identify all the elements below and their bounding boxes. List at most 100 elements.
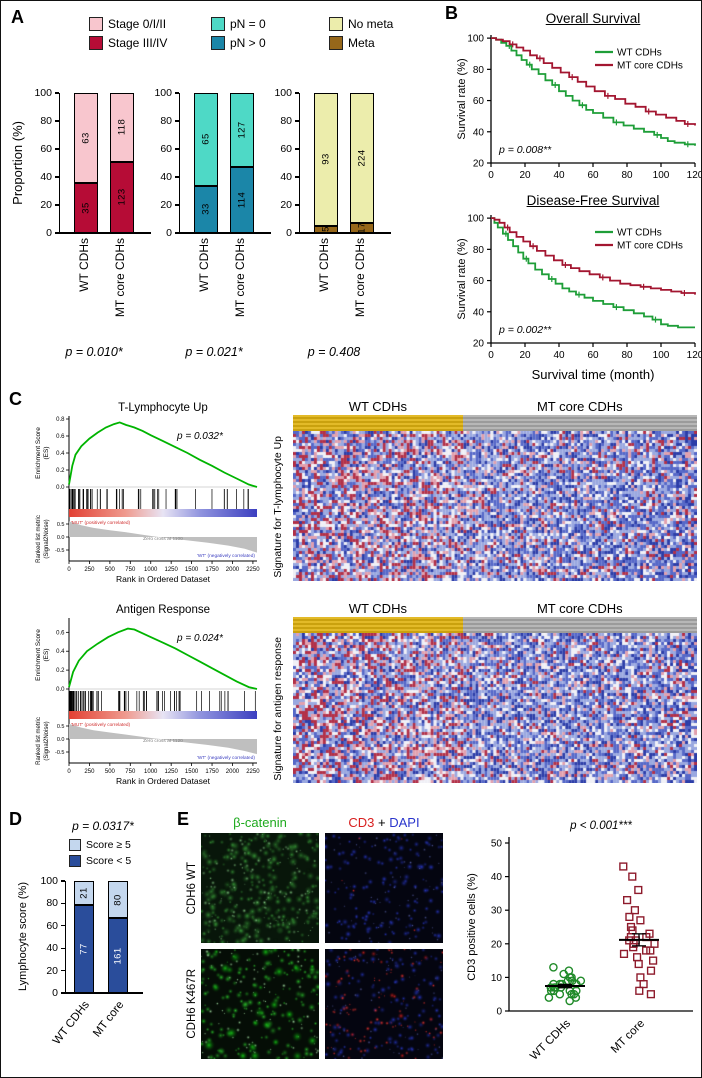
metric-axis-title: Ranked list metric	[36, 515, 42, 563]
wt-group-title: WT CDHs	[348, 399, 407, 414]
y-tick-label: 60	[280, 143, 292, 155]
y-tick-mark	[55, 204, 59, 206]
legend-entry: Stage III/IV	[89, 36, 167, 50]
y-tick-label: 60	[473, 96, 485, 107]
x-tick-label: 80	[621, 350, 633, 361]
es-tick-label: 0.4	[56, 451, 65, 457]
y-tick-mark	[295, 232, 299, 234]
legend-entry: Meta	[329, 36, 393, 50]
heatmap-antigen: WT CDHs MT core CDHs	[293, 601, 697, 785]
metric-tick-label: 0.0	[57, 535, 65, 541]
data-point	[646, 990, 656, 999]
cd3dapi-wt-image	[325, 833, 443, 943]
bar: 33 65	[194, 93, 218, 233]
panel-c-label: C	[9, 389, 22, 409]
antigen-signature-label: Signature for antigen response	[272, 637, 285, 781]
legend-score: Score ≥ 5 Score < 5	[69, 839, 131, 867]
category-label: MT core	[91, 999, 127, 1040]
bar-segment: 35	[74, 183, 98, 233]
y-tick-mark	[175, 120, 179, 122]
rank-tick-label: 1750	[205, 567, 219, 573]
y-tick-label: 100	[274, 87, 292, 99]
wt-header-band	[293, 617, 463, 633]
dfs-title: Disease-Free Survival	[526, 193, 660, 208]
stage-pvalue: p = 0.010*	[65, 345, 123, 359]
heatmap-group-titles: WT CDHs MT core CDHs	[293, 601, 697, 617]
bar-segment: 63	[74, 93, 98, 183]
heatmap-header-band	[293, 415, 697, 431]
data-point	[646, 966, 656, 975]
data-point	[619, 949, 629, 959]
x-tick-label: 20	[519, 350, 531, 361]
bar-segment: 93	[314, 93, 338, 226]
y-tick-label: 20	[160, 199, 172, 211]
segment-value: 33	[200, 203, 212, 216]
legend-pn: pN = 0 pN > 0	[211, 17, 266, 50]
y-axis-title: CD3 positive cells (%)	[466, 873, 478, 981]
category-label: WT CDHs	[197, 238, 211, 292]
mt-header-band	[462, 617, 697, 633]
segment-value: 80	[112, 893, 124, 906]
x-axis-line	[65, 992, 143, 994]
legend-label: pN = 0	[230, 17, 266, 31]
panel-b-label: B	[445, 3, 458, 23]
y-tick-mark	[295, 148, 299, 150]
legend-swatch	[69, 855, 81, 867]
bar-segment: 161	[108, 918, 128, 993]
rank-tick-label: 500	[105, 567, 116, 573]
legend-entry: No meta	[329, 17, 393, 31]
es-axis-title: Enrichment Score	[35, 427, 42, 479]
cd3-dapi-title: CD3 + DAPI	[325, 815, 443, 830]
metric-tick-label: 0.0	[57, 737, 65, 743]
pn-bar-chart: 33 65 114 127 0 20 40 60 80 100 WT CDHs MT core CDH…	[149, 81, 279, 341]
x-tick-label: 100	[653, 170, 670, 181]
survival-curve	[491, 217, 696, 295]
y-tick-label: 60	[473, 276, 485, 287]
bar-segment: 77	[74, 905, 94, 993]
y-tick-mark	[61, 880, 65, 882]
y-tick-label: 20	[46, 964, 58, 977]
wt-header-band	[293, 415, 463, 431]
zero-cross-label: Zero cross at 1120	[143, 738, 183, 744]
y-tick-label: 40	[40, 171, 52, 183]
bcatenin-wt-image	[201, 833, 319, 943]
legend-swatch	[211, 17, 225, 31]
row-label-cdh6wt-wrap: CDH6 WT	[185, 833, 199, 943]
legend-label: WT CDHs	[617, 48, 662, 59]
heatmap-header-band	[293, 617, 697, 633]
panel-a-label: A	[11, 7, 24, 27]
y-tick-label: 30	[491, 906, 503, 917]
segment-value: 127	[236, 121, 248, 139]
y-tick-label: 20	[473, 159, 485, 170]
legend-swatch	[211, 36, 225, 50]
rank-tick-label: 1750	[205, 769, 219, 775]
x-tick-label: 60	[587, 170, 599, 181]
heatmap-tlymphocyte: WT CDHs MT core CDHs	[293, 399, 697, 583]
rank-tick-label: 2250	[246, 567, 260, 573]
legend-swatch	[329, 17, 343, 31]
es-tick-label: 0.6	[56, 434, 65, 440]
axes	[508, 837, 693, 1012]
enrichment-curve	[68, 421, 258, 488]
y-tick-label: 40	[473, 307, 485, 318]
x-tick-label: 100	[653, 350, 670, 361]
antigen-signature-label-wrap: Signature for antigen response	[271, 633, 287, 785]
legend-swatch	[329, 36, 343, 50]
y-tick-mark	[295, 176, 299, 178]
survival-time-label: Survival time (month)	[531, 367, 655, 382]
zero-cross-label: Zero cross at 1100	[143, 536, 183, 542]
bar-plot-area: 77 21 161 80	[65, 881, 143, 993]
lymphocyte-pvalue: p = 0.0317*	[72, 819, 134, 833]
tlymphocyte-signature-label: Signature for T-lymphocyte Up	[272, 436, 285, 578]
y-tick-label: 100	[467, 214, 484, 225]
segment-value: 224	[356, 149, 368, 167]
es-axis-title: Enrichment Score	[35, 629, 42, 681]
legend-swatch	[89, 17, 103, 31]
bar-segment: 114	[230, 166, 254, 233]
x-axis-line	[299, 232, 391, 234]
segment-value: 123	[116, 188, 128, 206]
pn-pvalue: p = 0.021*	[185, 345, 243, 359]
rank-gradient-band	[69, 509, 257, 517]
bar-segment: 65	[194, 93, 218, 186]
